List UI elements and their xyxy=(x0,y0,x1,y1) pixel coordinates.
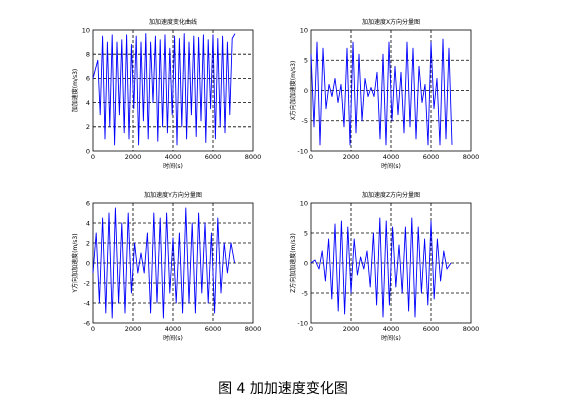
chart-panel-3: 0 2000 4000 6000 8000 -6 -4 -2 0 2 4 6 加加速度Y方向分量图时间(… xyxy=(71,191,261,342)
y-tick-label: -4 xyxy=(84,299,90,307)
x-tick-label: 4000 xyxy=(383,153,400,161)
x-axis-label: 时间(s) xyxy=(381,162,401,170)
chart-panel-2: 0 2000 4000 6000 8000 -10 -5 0 5 10 加加速度X方向分量图时间(s… xyxy=(289,18,479,170)
y-tick-label: 5 xyxy=(304,229,308,237)
y-tick-label: 0 xyxy=(86,259,90,267)
x-tick-label: 0 xyxy=(309,153,313,161)
data-line xyxy=(92,33,236,146)
x-tick-label: 2000 xyxy=(343,153,360,161)
y-tick-label: 10 xyxy=(300,26,308,34)
y-tick-label: 10 xyxy=(300,199,308,207)
y-tick-label: 5 xyxy=(304,57,308,65)
x-tick-label: 6000 xyxy=(423,325,440,333)
y-tick-label: -5 xyxy=(302,117,308,125)
y-tick-label: 4 xyxy=(86,219,90,227)
y-tick-label: 0 xyxy=(304,259,308,267)
y-tick-label: 2 xyxy=(86,239,90,247)
x-tick-label: 0 xyxy=(91,325,95,333)
chart-title: 加加速度变化曲线 xyxy=(149,18,197,26)
x-tick-label: 6000 xyxy=(205,153,222,161)
figure-caption: 图 4 加加速度变化图 xyxy=(218,381,348,397)
y-tick-label: -2 xyxy=(84,279,90,287)
chart-panel-4: 0 2000 4000 6000 8000 -10 -5 0 5 10 加加速度Z方向分量图时间(s… xyxy=(289,191,479,342)
x-axis-label: 时间(s) xyxy=(163,334,183,342)
x-tick-label: 4000 xyxy=(383,325,400,333)
x-tick-label: 4000 xyxy=(165,153,182,161)
chart-title: 加加速度Y方向分量图 xyxy=(144,191,202,199)
y-tick-label: -10 xyxy=(297,319,308,327)
y-tick-label: 6 xyxy=(86,75,90,83)
y-tick-label: 4 xyxy=(86,99,90,107)
data-line xyxy=(92,207,236,319)
x-tick-label: 2000 xyxy=(125,153,142,161)
x-tick-label: 8000 xyxy=(463,325,480,333)
x-axis-label: 时间(s) xyxy=(381,334,401,342)
y-tick-label: 6 xyxy=(86,199,90,207)
x-tick-label: 4000 xyxy=(165,325,182,333)
y-tick-label: -5 xyxy=(302,289,308,297)
chart-title: 加加速度Z方向分量图 xyxy=(362,191,420,199)
y-axis-label: X方向加加速度(m/s3) xyxy=(289,61,297,121)
chart-title: 加加速度X方向分量图 xyxy=(362,18,420,26)
x-tick-label: 2000 xyxy=(343,325,360,333)
x-tick-label: 0 xyxy=(91,153,95,161)
y-axis-label: Z方向加加速度(m/s3) xyxy=(289,233,297,293)
y-axis-label: Y方向加加速度(m/s3) xyxy=(71,233,79,293)
x-tick-label: 6000 xyxy=(205,325,222,333)
y-tick-label: 0 xyxy=(86,147,90,155)
x-tick-label: 6000 xyxy=(423,153,440,161)
x-tick-label: 0 xyxy=(309,325,313,333)
y-tick-label: 10 xyxy=(82,26,90,34)
data-line xyxy=(310,38,453,146)
y-tick-label: 0 xyxy=(304,87,308,95)
y-tick-label: 8 xyxy=(86,51,90,59)
x-tick-label: 8000 xyxy=(245,153,262,161)
x-tick-label: 8000 xyxy=(245,325,262,333)
y-tick-label: -10 xyxy=(297,147,308,155)
y-axis-label: 加加速度(m/s3) xyxy=(71,69,79,113)
y-tick-label: -6 xyxy=(84,319,90,327)
x-axis-label: 时间(s) xyxy=(163,162,183,170)
x-tick-label: 2000 xyxy=(125,325,142,333)
x-tick-label: 8000 xyxy=(463,153,480,161)
data-line xyxy=(310,217,452,318)
y-tick-label: 2 xyxy=(86,123,90,131)
